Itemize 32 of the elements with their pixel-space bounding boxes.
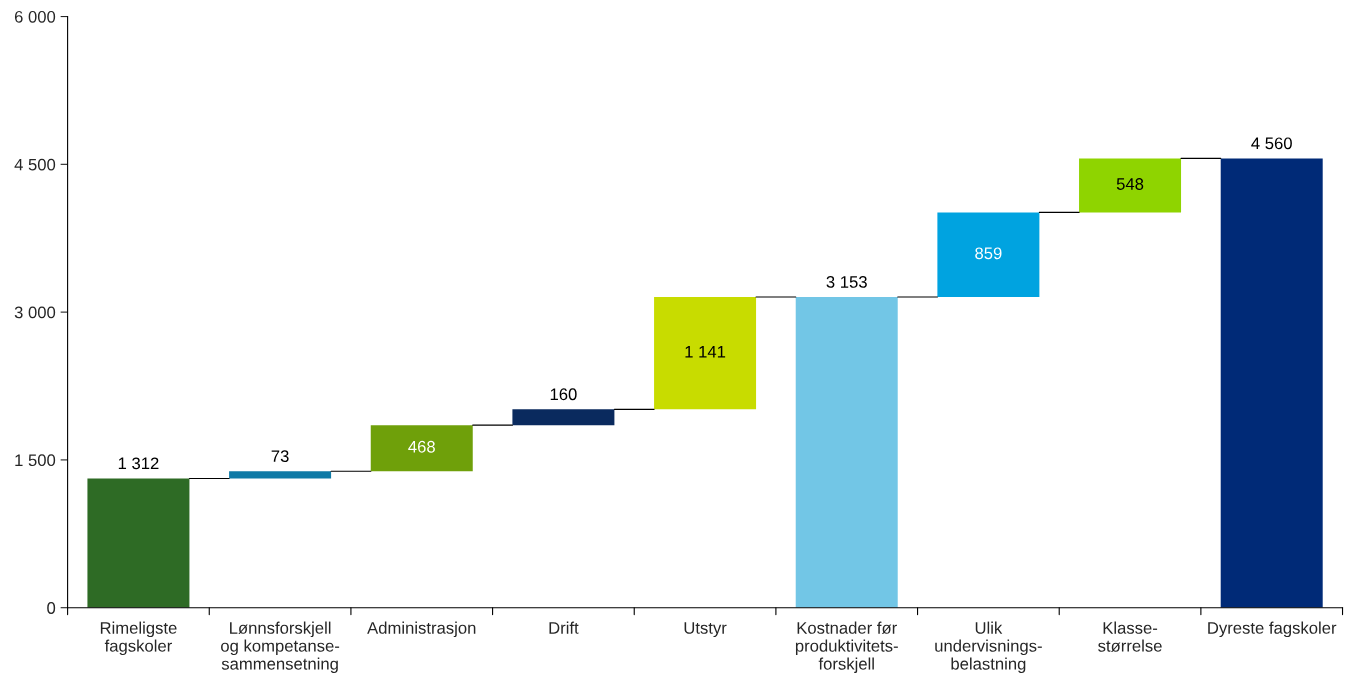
- bar: [370, 425, 473, 472]
- y-tick-label: 1 500: [15, 454, 56, 467]
- data-label: 4 560: [1251, 137, 1292, 150]
- bar: [654, 296, 757, 410]
- x-tick-label: Lønnsforskjell og kompetanse- sammensetning: [221, 621, 340, 674]
- data-label: 160: [550, 388, 577, 401]
- x-tick-label: Administrasjon: [367, 621, 476, 638]
- data-label: 859: [975, 247, 1002, 260]
- data-label: 1 141: [685, 346, 726, 358]
- x-tick-label: Dyreste fagskoler: [1208, 621, 1337, 638]
- bar: [1220, 158, 1323, 608]
- y-tick-label: 0: [47, 602, 56, 614]
- bar: [1079, 158, 1182, 213]
- bar: [512, 409, 615, 426]
- x-tick-label: Drift: [549, 621, 579, 634]
- bar: [229, 471, 332, 479]
- y-tick-label: 6 000: [14, 10, 56, 23]
- data-label: 73: [271, 450, 289, 463]
- bar: [937, 212, 1040, 298]
- x-tick-label: Klasse- størrelse: [1098, 621, 1162, 652]
- y-tick-label: 4 500: [14, 158, 56, 171]
- x-tick-label: Rimeligste fagskoler: [100, 621, 177, 656]
- x-tick-label: Utstyr: [684, 622, 727, 638]
- data-label: 548: [1116, 178, 1144, 190]
- x-tick-label: Kostnader før produktivitets- forskjell: [795, 621, 898, 674]
- data-label: 3 153: [826, 276, 867, 288]
- bar: [795, 297, 898, 608]
- data-label: 468: [408, 440, 435, 453]
- x-tick-label: Ulik undervisnings- belastning: [935, 621, 1042, 674]
- y-tick-label: 3 000: [14, 306, 56, 319]
- data-label: 1 312: [118, 457, 159, 470]
- bar: [87, 478, 190, 608]
